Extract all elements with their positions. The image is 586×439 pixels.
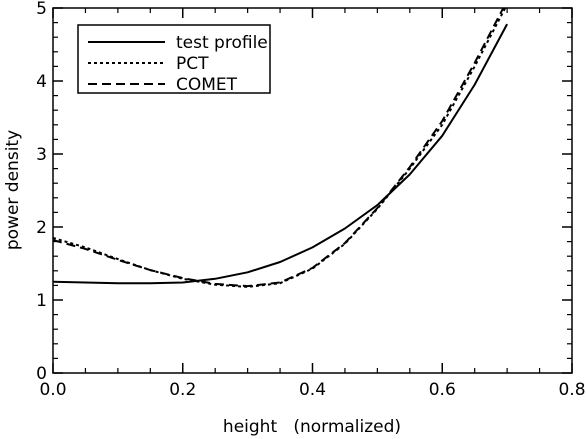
x-axis-label: height (normalized) (223, 417, 401, 437)
x-tick-label: 0.0 (39, 380, 66, 400)
legend-label: test profile (176, 33, 268, 53)
y-tick-label: 4 (36, 72, 47, 92)
plot-frame (52, 7, 573, 374)
axis-ticks (52, 7, 573, 374)
series-line-test-profile (53, 23, 508, 285)
y-tick-label: 5 (36, 0, 47, 19)
series-line-pct (53, 8, 507, 288)
y-tick-label: 2 (36, 218, 47, 238)
tick-labels: 0.0 0.2 0.4 0.6 0.8 0 1 2 3 4 5 (36, 0, 585, 400)
legend-box (77, 24, 271, 94)
x-tick-label: 0.6 (429, 380, 456, 400)
y-tick-label: 0 (36, 364, 47, 384)
x-tick-label: 0.8 (558, 380, 585, 400)
y-axis-label: power density (3, 130, 23, 250)
series-lines (53, 8, 508, 288)
legend-label: PCT (176, 54, 209, 74)
y-tick-label: 1 (36, 291, 47, 311)
x-tick-label: 0.2 (169, 380, 196, 400)
x-tick-label: 0.4 (299, 380, 326, 400)
legend-label: COMET (176, 75, 238, 95)
y-tick-label: 3 (36, 145, 47, 165)
